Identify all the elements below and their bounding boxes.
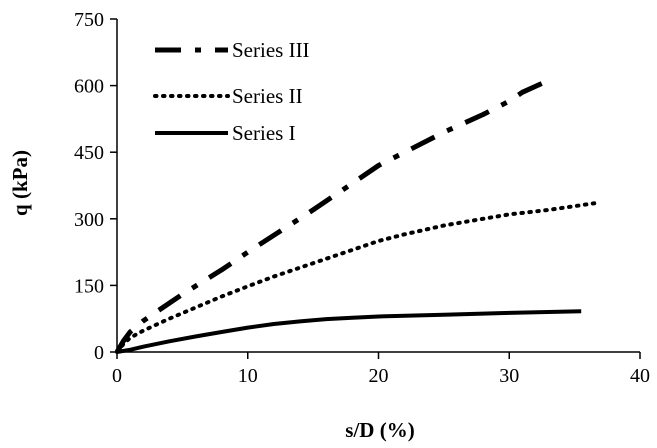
legend-label: Series III: [232, 38, 310, 62]
y-tick-label: 450: [74, 142, 104, 164]
y-tick-label: 0: [94, 342, 104, 364]
y-tick-label: 750: [74, 9, 104, 31]
x-tick-label: 10: [238, 365, 258, 387]
x-axis-title: s/D (%): [345, 418, 414, 442]
series-line: [115, 201, 597, 354]
x-tick-label: 0: [112, 365, 122, 387]
legend-label: Series I: [232, 121, 296, 145]
legend-label: Series II: [232, 84, 303, 108]
y-axis-title: q (kPa): [8, 150, 32, 216]
legend: Series III Series II Series I: [153, 38, 310, 145]
series-line: [116, 309, 582, 354]
series-line: [114, 81, 543, 354]
y-tick-label: 300: [74, 209, 104, 231]
x-tick-label: 40: [630, 365, 650, 387]
plot-area: [114, 81, 597, 354]
x-tick-label: 30: [499, 365, 519, 387]
y-tick-label: 150: [74, 275, 104, 297]
axes: 0 150 300 450 600 750 0 10 20 30 40: [74, 9, 650, 387]
x-tick-label: 20: [369, 365, 389, 387]
y-tick-label: 600: [74, 76, 104, 98]
